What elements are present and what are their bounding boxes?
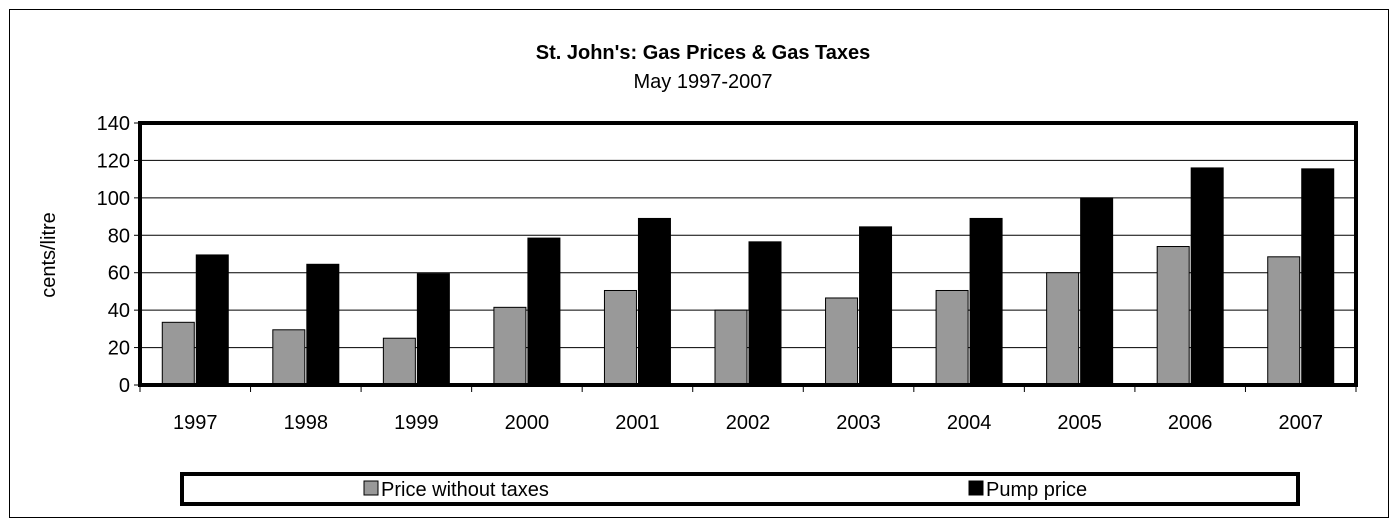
bar-price-without-taxes-1999 <box>382 337 416 386</box>
legend-swatch-pump-price <box>968 480 984 496</box>
bar-pump-price-2004 <box>969 217 1003 386</box>
bar-pump-price-1997 <box>195 254 229 386</box>
bar-pump-price-2006 <box>1190 167 1224 386</box>
bars <box>161 167 1335 386</box>
y-tick-label-20: 20 <box>108 338 130 360</box>
bar-pump-price-2002 <box>748 241 782 386</box>
x-axis-ticks: 1997 1998 1999 2000 2001 2002 2003 2004 2005 2006… <box>139 385 1357 434</box>
legend-label-pump-price: Pump price <box>986 479 1087 501</box>
y-tick-label-140: 140 <box>97 113 130 135</box>
bar-pump-price-1998 <box>306 263 340 386</box>
gridlines <box>140 159 1356 349</box>
x-tick-label-2006: 2006 <box>1168 412 1213 434</box>
bar-price-without-taxes-1997 <box>161 321 195 386</box>
y-tick-label-120: 120 <box>97 150 130 172</box>
x-tick-label-1999: 1999 <box>394 412 439 434</box>
bar-price-without-taxes-2006 <box>1156 246 1190 386</box>
x-tick-label-2003: 2003 <box>836 412 881 434</box>
y-tick-label-40: 40 <box>108 300 130 322</box>
bar-pump-price-2001 <box>637 217 671 386</box>
chart-title: St. John's: Gas Prices & Gas Taxes <box>536 42 871 64</box>
y-axis-label: cents/litre <box>38 212 60 298</box>
chart-subtitle: May 1997-2007 <box>634 71 773 93</box>
x-tick-label-2001: 2001 <box>615 412 660 434</box>
y-tick-label-60: 60 <box>108 263 130 285</box>
x-tick-label-1998: 1998 <box>284 412 329 434</box>
bar-price-without-taxes-2003 <box>825 297 859 386</box>
bar-pump-price-2003 <box>859 226 893 386</box>
y-tick-label-0: 0 <box>119 375 130 397</box>
legend-label-price-without-taxes: Price without taxes <box>381 479 549 501</box>
x-tick-label-1997: 1997 <box>173 412 218 434</box>
bar-price-without-taxes-2005 <box>1046 272 1080 386</box>
x-tick-label-2007: 2007 <box>1278 412 1323 434</box>
bar-pump-price-2007 <box>1301 168 1335 386</box>
y-axis-ticks: 0 20 40 60 80 100 120 140 <box>97 113 140 397</box>
plot-area-border <box>138 121 1358 387</box>
bar-price-without-taxes-2004 <box>935 289 969 386</box>
bar-price-without-taxes-2007 <box>1267 256 1301 386</box>
x-tick-label-2000: 2000 <box>505 412 550 434</box>
bar-price-without-taxes-1998 <box>272 329 306 386</box>
x-tick-label-2005: 2005 <box>1057 412 1102 434</box>
bar-price-without-taxes-2002 <box>714 309 748 386</box>
bar-pump-price-2000 <box>527 237 561 386</box>
legend-border <box>180 472 1300 506</box>
x-tick-label-2002: 2002 <box>726 412 771 434</box>
y-tick-label-80: 80 <box>108 225 130 247</box>
legend: Price without taxes Pump price <box>180 472 1300 506</box>
bar-price-without-taxes-2000 <box>493 306 527 386</box>
x-tick-label-2004: 2004 <box>947 412 992 434</box>
bar-pump-price-2005 <box>1080 197 1114 386</box>
y-tick-label-100: 100 <box>97 188 130 210</box>
legend-swatch-price-without-taxes <box>363 480 379 496</box>
bar-pump-price-1999 <box>416 273 450 386</box>
bar-price-without-taxes-2001 <box>603 289 637 386</box>
